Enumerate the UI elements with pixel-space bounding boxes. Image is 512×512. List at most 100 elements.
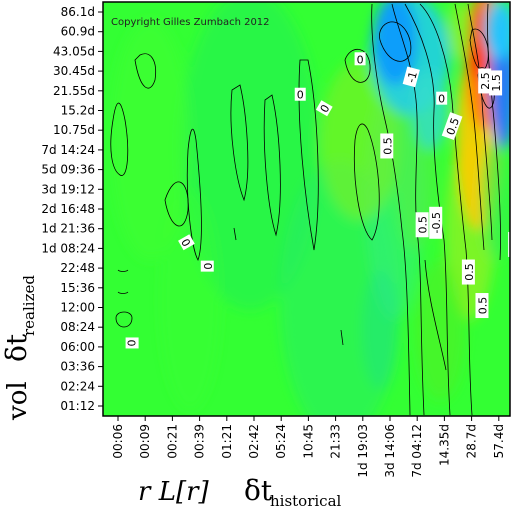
x-tick-label: 28.7d (465, 424, 479, 458)
contour-label: 0.5 (441, 112, 463, 141)
contour-label: 0.5 (475, 293, 489, 319)
contour-label-text: 0.5 (417, 216, 430, 234)
contour-line (379, 21, 412, 62)
contour-label: 0 (436, 91, 448, 106)
contour-label-box (429, 206, 443, 239)
contour-label-box (354, 52, 366, 66)
contour-line (469, 28, 489, 71)
contour-line (340, 329, 344, 346)
y-tick-label: 86.1d (61, 5, 95, 19)
contour-line (424, 259, 447, 371)
color-blob (412, 70, 448, 150)
contour-label-text: 0 (438, 93, 445, 106)
y-axis: 86.1d 60.9d 43.05d 30.45d 21.55d 15.2d 10.75d 7… (41, 5, 103, 413)
contour-line (164, 181, 189, 227)
y-tick-label: 06:00 (60, 340, 95, 354)
color-blob (415, 260, 465, 400)
contour-line (404, 3, 451, 416)
color-blob (320, 60, 400, 220)
color-blob (160, 190, 220, 410)
x-tick-label: 00:06 (111, 424, 125, 459)
color-blob (468, 10, 488, 80)
x-axis-label: r L[r] δt historical (138, 474, 342, 510)
y-axis-label: vol δt realized (0, 275, 38, 421)
contour-label: 0.5 (380, 133, 394, 159)
contour-line (110, 102, 129, 176)
contour-label: 0 (294, 87, 306, 102)
contour-label-box (294, 87, 306, 101)
contour-label: -0.5 (429, 206, 443, 239)
x-tick-label: 14.35d (437, 424, 451, 466)
contour-label-text: 0 (297, 89, 304, 102)
x-tick-label: 00:09 (138, 424, 152, 459)
contour-line (371, 3, 411, 416)
y-tick-label: 02:24 (60, 379, 95, 393)
x-tick-label: 00:21 (165, 424, 179, 459)
x-tick-label: 3d 14:06 (383, 424, 397, 478)
x-tick-label: 02:42 (247, 424, 261, 459)
x-tick-label: 7d 04:12 (410, 424, 424, 478)
x-tick-label: 05:24 (274, 424, 288, 459)
contour-label: 0 (354, 52, 366, 66)
y-tick-label: 08:24 (60, 320, 95, 334)
contour-label-box (380, 133, 394, 159)
y-tick-label: 30.45d (53, 64, 95, 78)
y-tick-label: 01:12 (60, 399, 95, 413)
contour-label: 0 (178, 234, 195, 251)
x-tick-label: 1d 19:03 (356, 424, 370, 478)
contour-line (233, 227, 237, 241)
contour-label: -1 (402, 66, 420, 88)
contour-label: 0.5 (461, 259, 476, 285)
y-tick-label: 10.75d (53, 123, 95, 137)
color-blob (484, 2, 510, 60)
contour-lines (110, 3, 501, 416)
contour-label-text: 0.5 (476, 297, 489, 315)
contour-line (186, 128, 202, 261)
contour-line (115, 311, 133, 328)
x-tick-label: 21:33 (329, 424, 343, 459)
y-tick-label: 15:36 (60, 281, 95, 295)
contour-line (391, 3, 425, 416)
contour-label-text: 1.5 (490, 74, 503, 92)
contour-line (454, 3, 485, 251)
contour-label: 1.5 (489, 70, 503, 96)
contour-label-box (402, 66, 420, 88)
color-blob (110, 20, 190, 260)
color-blob (373, 2, 417, 85)
y-tick-label: 1d 21:36 (41, 222, 95, 236)
contour-label-text: 0 (125, 339, 138, 346)
color-blob (481, 140, 509, 260)
contour-line (467, 3, 493, 241)
contour-line (230, 84, 249, 202)
contour-label: 0 (200, 260, 215, 272)
copyright-text: Copyright Gilles Zumbach 2012 (111, 17, 270, 28)
y-tick-label: 43.05d (53, 44, 95, 58)
contour-label-text: 0.5 (381, 137, 394, 155)
contour-label-text: 2.5 (479, 72, 492, 90)
contour-label: 0.5 (415, 212, 430, 238)
x-tick-label: 00:39 (193, 424, 207, 459)
color-blob (180, 2, 320, 310)
contour-label-box (415, 212, 429, 238)
y-tick-label: 2d 16:48 (41, 202, 95, 216)
x-axis-label-sub: historical (270, 492, 342, 510)
contour-label: 0 (125, 337, 139, 349)
y-tick-label: 03:36 (60, 360, 95, 374)
y-tick-label: 3d 19:12 (41, 182, 95, 196)
contour-label-text: 0 (202, 263, 215, 270)
contour-label-text: -0.5 (430, 212, 443, 233)
y-tick-label: 7d 14:24 (41, 143, 95, 157)
y-axis-label-symbol: δt (0, 333, 33, 362)
contour-label-text: 0 (357, 53, 364, 66)
y-axis-label-sub: realized (20, 275, 38, 336)
contour-label-text: -1 (405, 70, 420, 84)
contour-label-box (461, 259, 475, 285)
contour-label-box (441, 112, 463, 141)
contour-label-box (125, 337, 139, 349)
contour-label-box (489, 70, 503, 96)
contour-label-box (475, 293, 489, 319)
x-tick-label: 10:45 (301, 424, 315, 459)
